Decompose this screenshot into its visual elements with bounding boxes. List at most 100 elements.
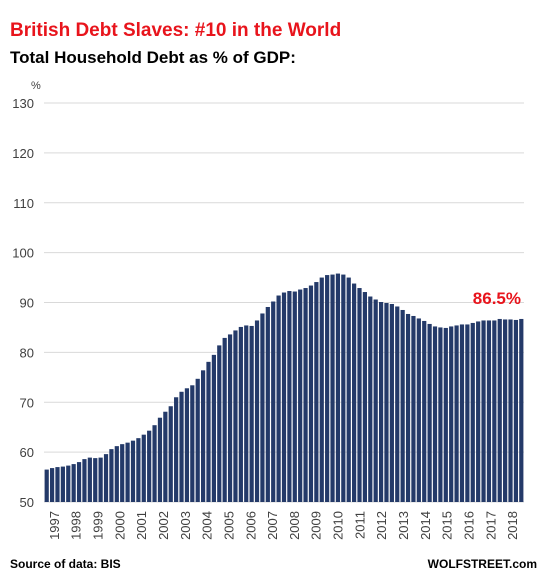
bar — [227, 334, 233, 502]
data-source: Source of data: BIS — [10, 557, 121, 571]
bar — [405, 313, 411, 502]
bar — [497, 318, 502, 502]
x-tick-label: 2010 — [331, 511, 346, 540]
bar — [432, 326, 438, 502]
x-tick-label: 1999 — [91, 511, 106, 540]
bar — [66, 465, 71, 502]
bar — [244, 325, 249, 502]
bar — [103, 454, 109, 502]
bar — [114, 446, 119, 502]
bar — [465, 324, 470, 502]
bars — [44, 273, 524, 502]
bar — [147, 430, 152, 502]
bar — [481, 320, 486, 502]
y-tick-label: 100 — [12, 246, 34, 261]
y-axis-unit: % — [31, 80, 41, 92]
x-tick-label: 2014 — [418, 511, 433, 540]
bar — [55, 467, 60, 502]
bar — [486, 320, 492, 502]
chart-title: British Debt Slaves: #10 in the World — [10, 20, 342, 41]
x-tick-label: 2018 — [505, 511, 520, 540]
bar — [308, 285, 314, 502]
bar — [476, 321, 481, 502]
bar — [49, 468, 55, 502]
bar — [389, 303, 394, 502]
bar — [157, 417, 163, 502]
bar — [76, 462, 82, 502]
bar — [346, 277, 351, 502]
bar — [125, 442, 130, 502]
x-tick-label: 2015 — [440, 511, 455, 540]
x-tick-label: 2008 — [287, 511, 302, 540]
bar — [152, 425, 157, 502]
bar — [120, 444, 125, 502]
x-tick-label: 2000 — [112, 511, 127, 540]
brand-footer: WOLFSTREET.com — [427, 557, 537, 571]
bar — [82, 459, 87, 502]
bar — [368, 296, 373, 502]
chart-subtitle: Total Household Debt as % of GDP: — [10, 48, 296, 67]
bar — [325, 275, 330, 502]
y-axis-ticks: 50 60 70 80 90 100 110 120 130 — [12, 96, 34, 510]
bar — [357, 288, 362, 502]
bar — [222, 337, 227, 502]
bar — [298, 289, 303, 502]
bar — [174, 397, 179, 502]
bar — [438, 327, 443, 502]
x-tick-label: 2003 — [178, 511, 193, 540]
bar — [292, 291, 297, 502]
bar — [136, 438, 141, 502]
bar — [395, 306, 400, 502]
bar — [109, 449, 114, 502]
bar — [217, 345, 222, 502]
bar — [513, 319, 519, 502]
bar — [168, 406, 173, 502]
bar — [411, 315, 416, 502]
y-tick-label: 110 — [13, 196, 34, 211]
y-tick-label: 120 — [12, 146, 34, 161]
x-tick-label: 1998 — [69, 511, 84, 540]
x-tick-label: 2005 — [221, 511, 236, 540]
bar — [206, 361, 211, 502]
x-tick-label: 2011 — [352, 511, 367, 539]
bar — [276, 295, 281, 502]
bar — [378, 302, 384, 502]
x-tick-label: 2004 — [200, 511, 215, 540]
bar — [60, 466, 65, 502]
bar — [281, 292, 287, 502]
x-tick-label: 2007 — [265, 511, 280, 540]
bar — [141, 434, 146, 502]
bar — [519, 318, 524, 502]
bar — [238, 326, 243, 502]
x-tick-label: 2012 — [374, 511, 389, 540]
y-tick-label: 50 — [20, 495, 34, 510]
bar — [130, 440, 136, 502]
bar — [179, 391, 184, 502]
bar — [362, 292, 368, 502]
x-tick-label: 2016 — [461, 511, 476, 540]
bar — [427, 323, 432, 502]
y-tick-label: 70 — [20, 395, 34, 410]
bar — [200, 370, 206, 502]
bar — [341, 274, 346, 502]
bar — [330, 274, 335, 502]
bar — [508, 319, 513, 502]
bar — [233, 330, 238, 502]
bar — [265, 306, 270, 502]
bar — [93, 458, 98, 502]
x-tick-label: 2002 — [156, 511, 171, 540]
last-value-callout: 86.5% — [473, 289, 521, 308]
bar — [384, 302, 389, 502]
bar — [443, 327, 448, 502]
x-tick-label: 2017 — [483, 511, 498, 540]
x-tick-label: 2006 — [243, 511, 258, 540]
bar — [449, 326, 454, 502]
bar — [470, 322, 475, 502]
bar — [373, 299, 378, 502]
x-axis-ticks: 1997 1998 1999 2000 2001 2002 2003 2004 2005 2006… — [47, 511, 520, 540]
x-tick-label: 1997 — [47, 511, 62, 540]
bar — [71, 464, 76, 502]
bar — [319, 277, 324, 502]
bar — [422, 320, 427, 502]
